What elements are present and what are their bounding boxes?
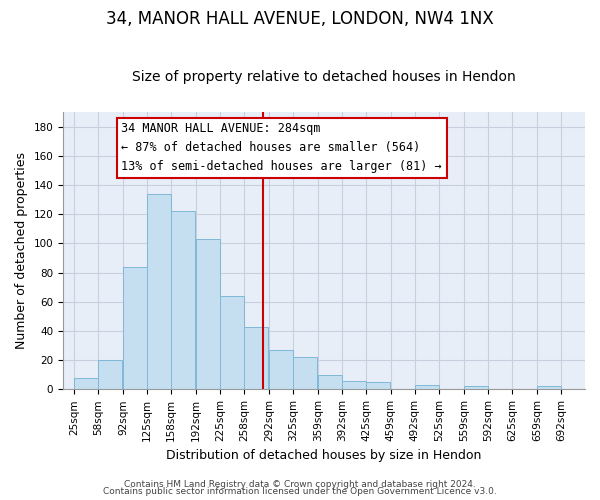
Text: Contains public sector information licensed under the Open Government Licence v3: Contains public sector information licen… bbox=[103, 488, 497, 496]
Bar bbox=[366, 382, 390, 390]
Bar bbox=[464, 386, 488, 390]
Bar bbox=[147, 194, 171, 390]
Bar bbox=[415, 385, 439, 390]
Bar bbox=[196, 239, 220, 390]
Bar bbox=[537, 386, 561, 390]
X-axis label: Distribution of detached houses by size in Hendon: Distribution of detached houses by size … bbox=[166, 450, 482, 462]
Bar bbox=[318, 374, 342, 390]
Bar bbox=[74, 378, 98, 390]
Bar bbox=[220, 296, 244, 390]
Bar bbox=[342, 380, 366, 390]
Bar bbox=[123, 266, 147, 390]
Bar bbox=[244, 326, 268, 390]
Bar bbox=[293, 357, 317, 390]
Y-axis label: Number of detached properties: Number of detached properties bbox=[15, 152, 28, 349]
Text: 34 MANOR HALL AVENUE: 284sqm
← 87% of detached houses are smaller (564)
13% of s: 34 MANOR HALL AVENUE: 284sqm ← 87% of de… bbox=[121, 122, 442, 174]
Text: Contains HM Land Registry data © Crown copyright and database right 2024.: Contains HM Land Registry data © Crown c… bbox=[124, 480, 476, 489]
Bar bbox=[98, 360, 122, 390]
Title: Size of property relative to detached houses in Hendon: Size of property relative to detached ho… bbox=[132, 70, 516, 85]
Text: 34, MANOR HALL AVENUE, LONDON, NW4 1NX: 34, MANOR HALL AVENUE, LONDON, NW4 1NX bbox=[106, 10, 494, 28]
Bar bbox=[269, 350, 293, 390]
Bar bbox=[171, 212, 195, 390]
